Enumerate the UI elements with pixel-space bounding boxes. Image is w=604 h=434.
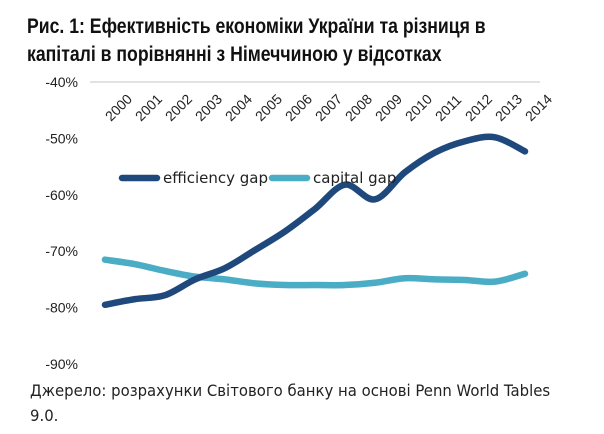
title-line-2: капіталі в порівнянні з Німеччиною у від… [27, 43, 442, 66]
x-tick-label: 2000 [102, 91, 135, 124]
legend-label-efficiency-gap: efficiency gap [163, 169, 268, 187]
x-tick-label: 2003 [192, 91, 225, 124]
x-tick-label: 2012 [462, 91, 495, 124]
legend-label-capital-gap: capital gap [313, 169, 396, 187]
y-tick-label: -70% [45, 243, 78, 259]
y-tick-label: -90% [45, 356, 78, 372]
y-tick-label: -40% [45, 74, 78, 90]
x-tick-label: 2004 [222, 91, 255, 124]
x-tick-label: 2013 [492, 91, 525, 124]
x-tick-label: 2011 [432, 91, 465, 124]
x-tick-label: 2014 [522, 91, 555, 124]
x-tick-label: 2005 [252, 91, 285, 124]
title-line-1: Рис. 1: Ефективність економіки України т… [27, 15, 486, 38]
x-tick-label: 2007 [312, 91, 345, 124]
source-note: Джерело: розрахунки Світового банку на о… [30, 378, 560, 428]
series-line-capital-gap [101, 256, 529, 289]
y-tick-label: -80% [45, 300, 78, 316]
chart-title: Рис. 1: Ефективність економіки України т… [27, 13, 486, 69]
x-tick-label: 2006 [282, 91, 315, 124]
x-tick-label: 2008 [342, 91, 375, 124]
source-line-1: Джерело: розрахунки Світового банку на о… [30, 381, 551, 400]
y-tick-label: -50% [45, 130, 78, 146]
x-tick-label: 2010 [402, 91, 435, 124]
y-tick-label: -60% [45, 187, 78, 203]
x-tick-label: 2002 [162, 91, 195, 124]
source-line-2: 9.0. [30, 406, 59, 425]
x-tick-label: 2001 [132, 91, 165, 124]
x-tick-label: 2009 [372, 91, 405, 124]
